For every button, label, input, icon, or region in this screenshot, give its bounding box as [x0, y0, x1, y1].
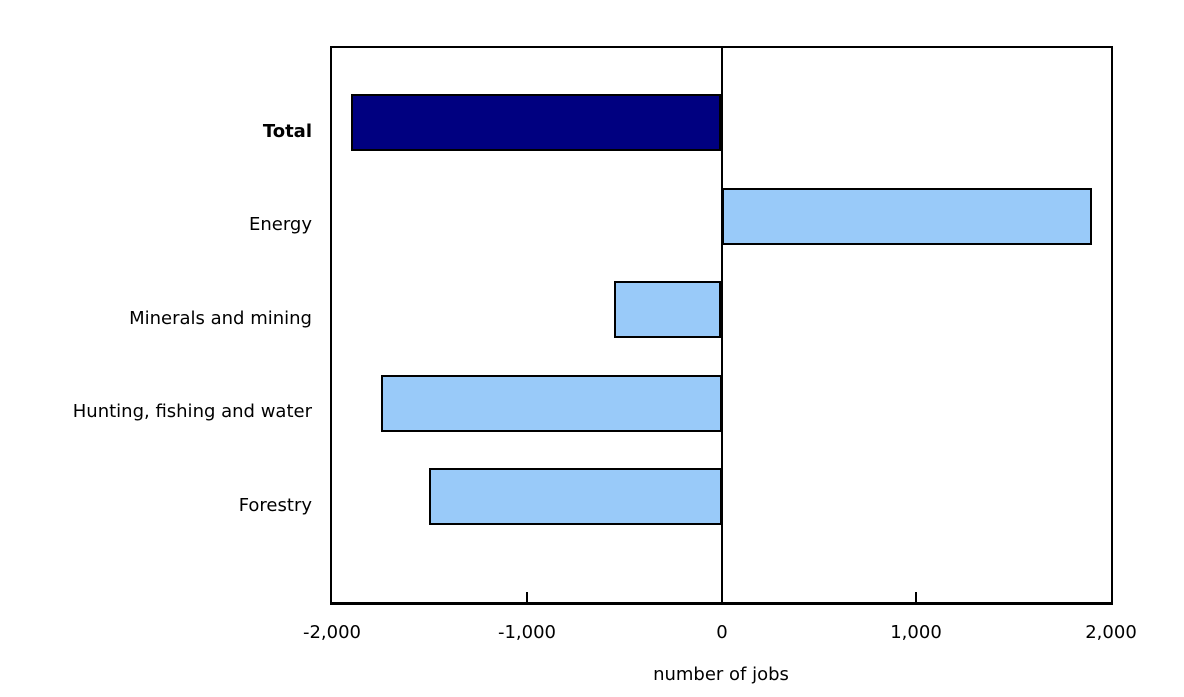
bar-total: [351, 94, 722, 151]
zero-baseline: [720, 48, 723, 602]
x-tick-label-1-000: 1,000: [890, 622, 942, 643]
x-axis-title: number of jobs: [653, 664, 789, 685]
category-label-hunting-fishing-and-water: Hunting, fishing and water: [72, 401, 312, 422]
plot-area: [330, 46, 1113, 605]
category-label-total: Total: [262, 121, 312, 142]
category-label-minerals-and-mining: Minerals and mining: [129, 308, 312, 329]
category-label-energy: Energy: [248, 214, 312, 235]
x-tick-label-2-000: -2,000: [302, 622, 362, 643]
x-axis-tick: [525, 592, 528, 602]
bar-energy: [721, 187, 1092, 245]
bar-forestry: [429, 468, 722, 525]
bar-minerals-and-mining: [614, 281, 722, 338]
x-tick-label-0: 0: [716, 622, 728, 643]
bar-hunting-fishing-and-water: [380, 374, 722, 432]
x-tick-label-1-000: -1,000: [497, 622, 557, 643]
category-label-forestry: Forestry: [238, 495, 312, 516]
x-axis-tick: [915, 592, 918, 602]
x-tick-label-2-000: 2,000: [1085, 622, 1137, 643]
x-axis-tick-labels: -2,000 -1,000 0 1,000 2,000: [0, 622, 1184, 646]
category-labels: Total Energy Minerals and mining Hunting, f…: [0, 48, 312, 605]
